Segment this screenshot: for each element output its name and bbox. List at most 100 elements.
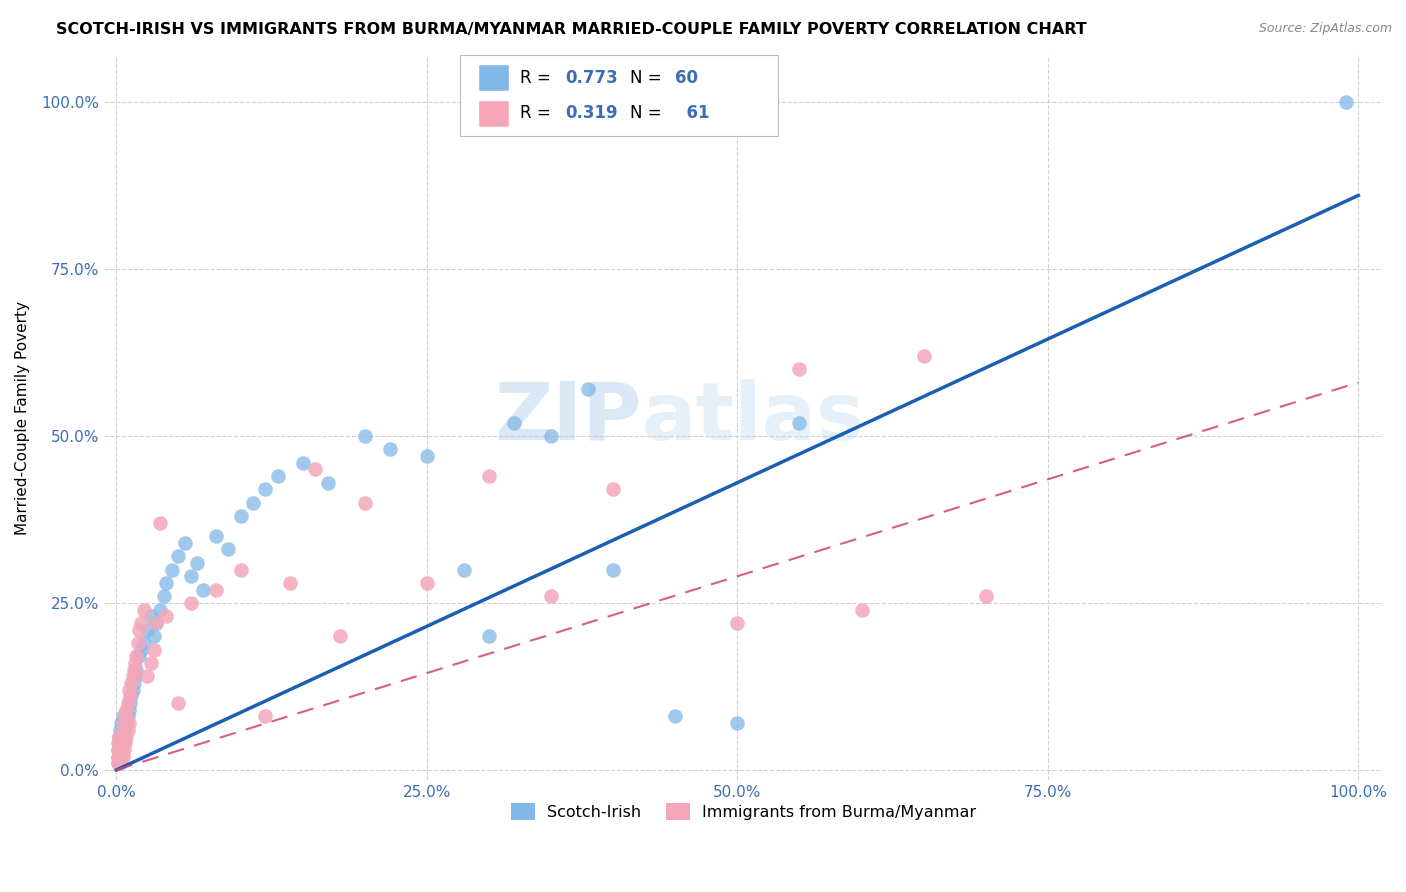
Text: 0.319: 0.319 bbox=[565, 104, 617, 122]
Point bbox=[353, 429, 375, 443]
Point bbox=[142, 642, 165, 657]
Point bbox=[118, 716, 141, 731]
Point bbox=[108, 756, 131, 771]
Point bbox=[329, 629, 352, 643]
Point bbox=[664, 709, 686, 723]
Point bbox=[152, 589, 174, 603]
Point bbox=[167, 549, 190, 564]
Text: 61: 61 bbox=[675, 104, 710, 122]
Point bbox=[254, 709, 277, 723]
Point bbox=[108, 736, 131, 750]
Text: N =: N = bbox=[630, 104, 666, 122]
Point bbox=[155, 575, 177, 590]
Point bbox=[167, 696, 190, 710]
Point bbox=[108, 756, 131, 771]
Point bbox=[107, 743, 129, 757]
Point bbox=[789, 416, 811, 430]
Point bbox=[117, 696, 139, 710]
Point bbox=[725, 716, 748, 731]
Point bbox=[316, 475, 339, 490]
Point bbox=[242, 496, 264, 510]
Point bbox=[142, 629, 165, 643]
Point bbox=[229, 509, 252, 524]
Point bbox=[789, 362, 811, 376]
Point bbox=[124, 669, 146, 683]
Point bbox=[129, 642, 152, 657]
Point bbox=[108, 730, 131, 744]
Point bbox=[122, 676, 145, 690]
Point bbox=[725, 615, 748, 630]
Point bbox=[108, 730, 131, 744]
Point bbox=[107, 756, 129, 771]
Point bbox=[111, 709, 134, 723]
Point bbox=[180, 596, 202, 610]
Point bbox=[121, 669, 143, 683]
Point bbox=[291, 456, 314, 470]
Point bbox=[141, 609, 163, 624]
Point bbox=[117, 723, 139, 737]
Point bbox=[267, 469, 290, 483]
Point bbox=[111, 723, 134, 737]
Point bbox=[125, 663, 148, 677]
Point bbox=[378, 442, 401, 457]
Point bbox=[974, 589, 997, 603]
Point bbox=[108, 749, 131, 764]
Text: SCOTCH-IRISH VS IMMIGRANTS FROM BURMA/MYANMAR MARRIED-COUPLE FAMILY POVERTY CORR: SCOTCH-IRISH VS IMMIGRANTS FROM BURMA/MY… bbox=[56, 22, 1087, 37]
Point bbox=[132, 602, 155, 616]
Point bbox=[145, 615, 167, 630]
Point bbox=[124, 656, 146, 670]
Point bbox=[145, 615, 167, 630]
Point bbox=[118, 682, 141, 697]
Point bbox=[120, 690, 142, 704]
Point bbox=[502, 416, 524, 430]
Point bbox=[353, 496, 375, 510]
Text: Source: ZipAtlas.com: Source: ZipAtlas.com bbox=[1258, 22, 1392, 36]
Text: 60: 60 bbox=[675, 69, 697, 87]
Legend: Scotch-Irish, Immigrants from Burma/Myanmar: Scotch-Irish, Immigrants from Burma/Myan… bbox=[505, 797, 983, 826]
Point bbox=[129, 615, 152, 630]
Point bbox=[478, 469, 501, 483]
Point bbox=[149, 602, 172, 616]
Point bbox=[108, 756, 131, 771]
Point bbox=[155, 609, 177, 624]
Point bbox=[141, 656, 163, 670]
Point bbox=[108, 749, 131, 764]
Point bbox=[540, 589, 562, 603]
Point bbox=[108, 743, 131, 757]
Point bbox=[108, 723, 131, 737]
Point bbox=[304, 462, 326, 476]
Point bbox=[120, 676, 142, 690]
Point bbox=[136, 623, 159, 637]
Point bbox=[107, 756, 129, 771]
Point bbox=[186, 556, 208, 570]
Text: ZIP: ZIP bbox=[494, 378, 641, 457]
Point bbox=[118, 703, 141, 717]
Text: N =: N = bbox=[630, 69, 666, 87]
Point bbox=[107, 736, 129, 750]
Point bbox=[1334, 95, 1357, 109]
Point bbox=[173, 536, 195, 550]
Point bbox=[115, 716, 138, 731]
Point bbox=[416, 449, 439, 463]
Point bbox=[108, 749, 131, 764]
Y-axis label: Married-Couple Family Poverty: Married-Couple Family Poverty bbox=[15, 301, 30, 534]
Point bbox=[254, 483, 277, 497]
Point bbox=[204, 529, 226, 543]
Point bbox=[115, 703, 138, 717]
Point bbox=[229, 562, 252, 576]
Point bbox=[136, 669, 159, 683]
Point bbox=[217, 542, 239, 557]
Point bbox=[111, 736, 134, 750]
Point bbox=[112, 716, 135, 731]
Point bbox=[180, 569, 202, 583]
Text: R =: R = bbox=[520, 104, 557, 122]
Point bbox=[110, 716, 132, 731]
Text: atlas: atlas bbox=[641, 378, 865, 457]
Point bbox=[128, 623, 150, 637]
Point bbox=[110, 749, 132, 764]
Point bbox=[125, 649, 148, 664]
Point bbox=[122, 663, 145, 677]
Point bbox=[108, 736, 131, 750]
Point bbox=[112, 743, 135, 757]
Point bbox=[111, 736, 134, 750]
